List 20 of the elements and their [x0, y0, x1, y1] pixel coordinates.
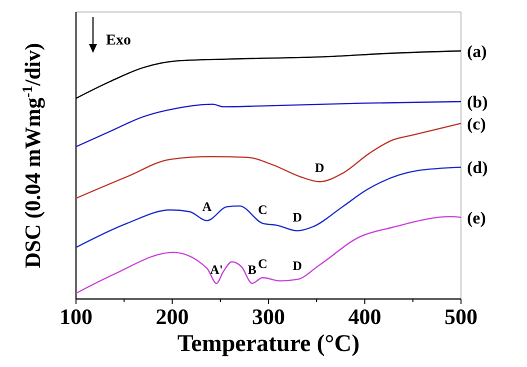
x-axis-title: Temperature (°C) — [177, 331, 360, 357]
annotation: C — [258, 256, 268, 272]
x-tick-label: 300 — [252, 304, 285, 329]
text: Exo — [106, 32, 132, 48]
series-label: (a) — [467, 42, 487, 61]
x-tick-label: 500 — [444, 304, 478, 329]
annotation: C — [258, 202, 268, 217]
annotation: A' — [210, 262, 224, 277]
annotation: A — [202, 199, 212, 214]
x-tick-label: 400 — [348, 304, 382, 329]
series-label: (b) — [467, 92, 488, 112]
x-tick-label: 200 — [156, 304, 189, 329]
series-label: (e) — [467, 208, 486, 228]
annotation: B — [248, 262, 257, 277]
annotation: D — [292, 209, 302, 224]
series-label: (d) — [467, 158, 488, 178]
annotation: D — [292, 258, 302, 273]
x-tick-label: 100 — [60, 304, 92, 329]
annotation: D — [314, 160, 324, 176]
series-label: (c) — [467, 114, 486, 134]
